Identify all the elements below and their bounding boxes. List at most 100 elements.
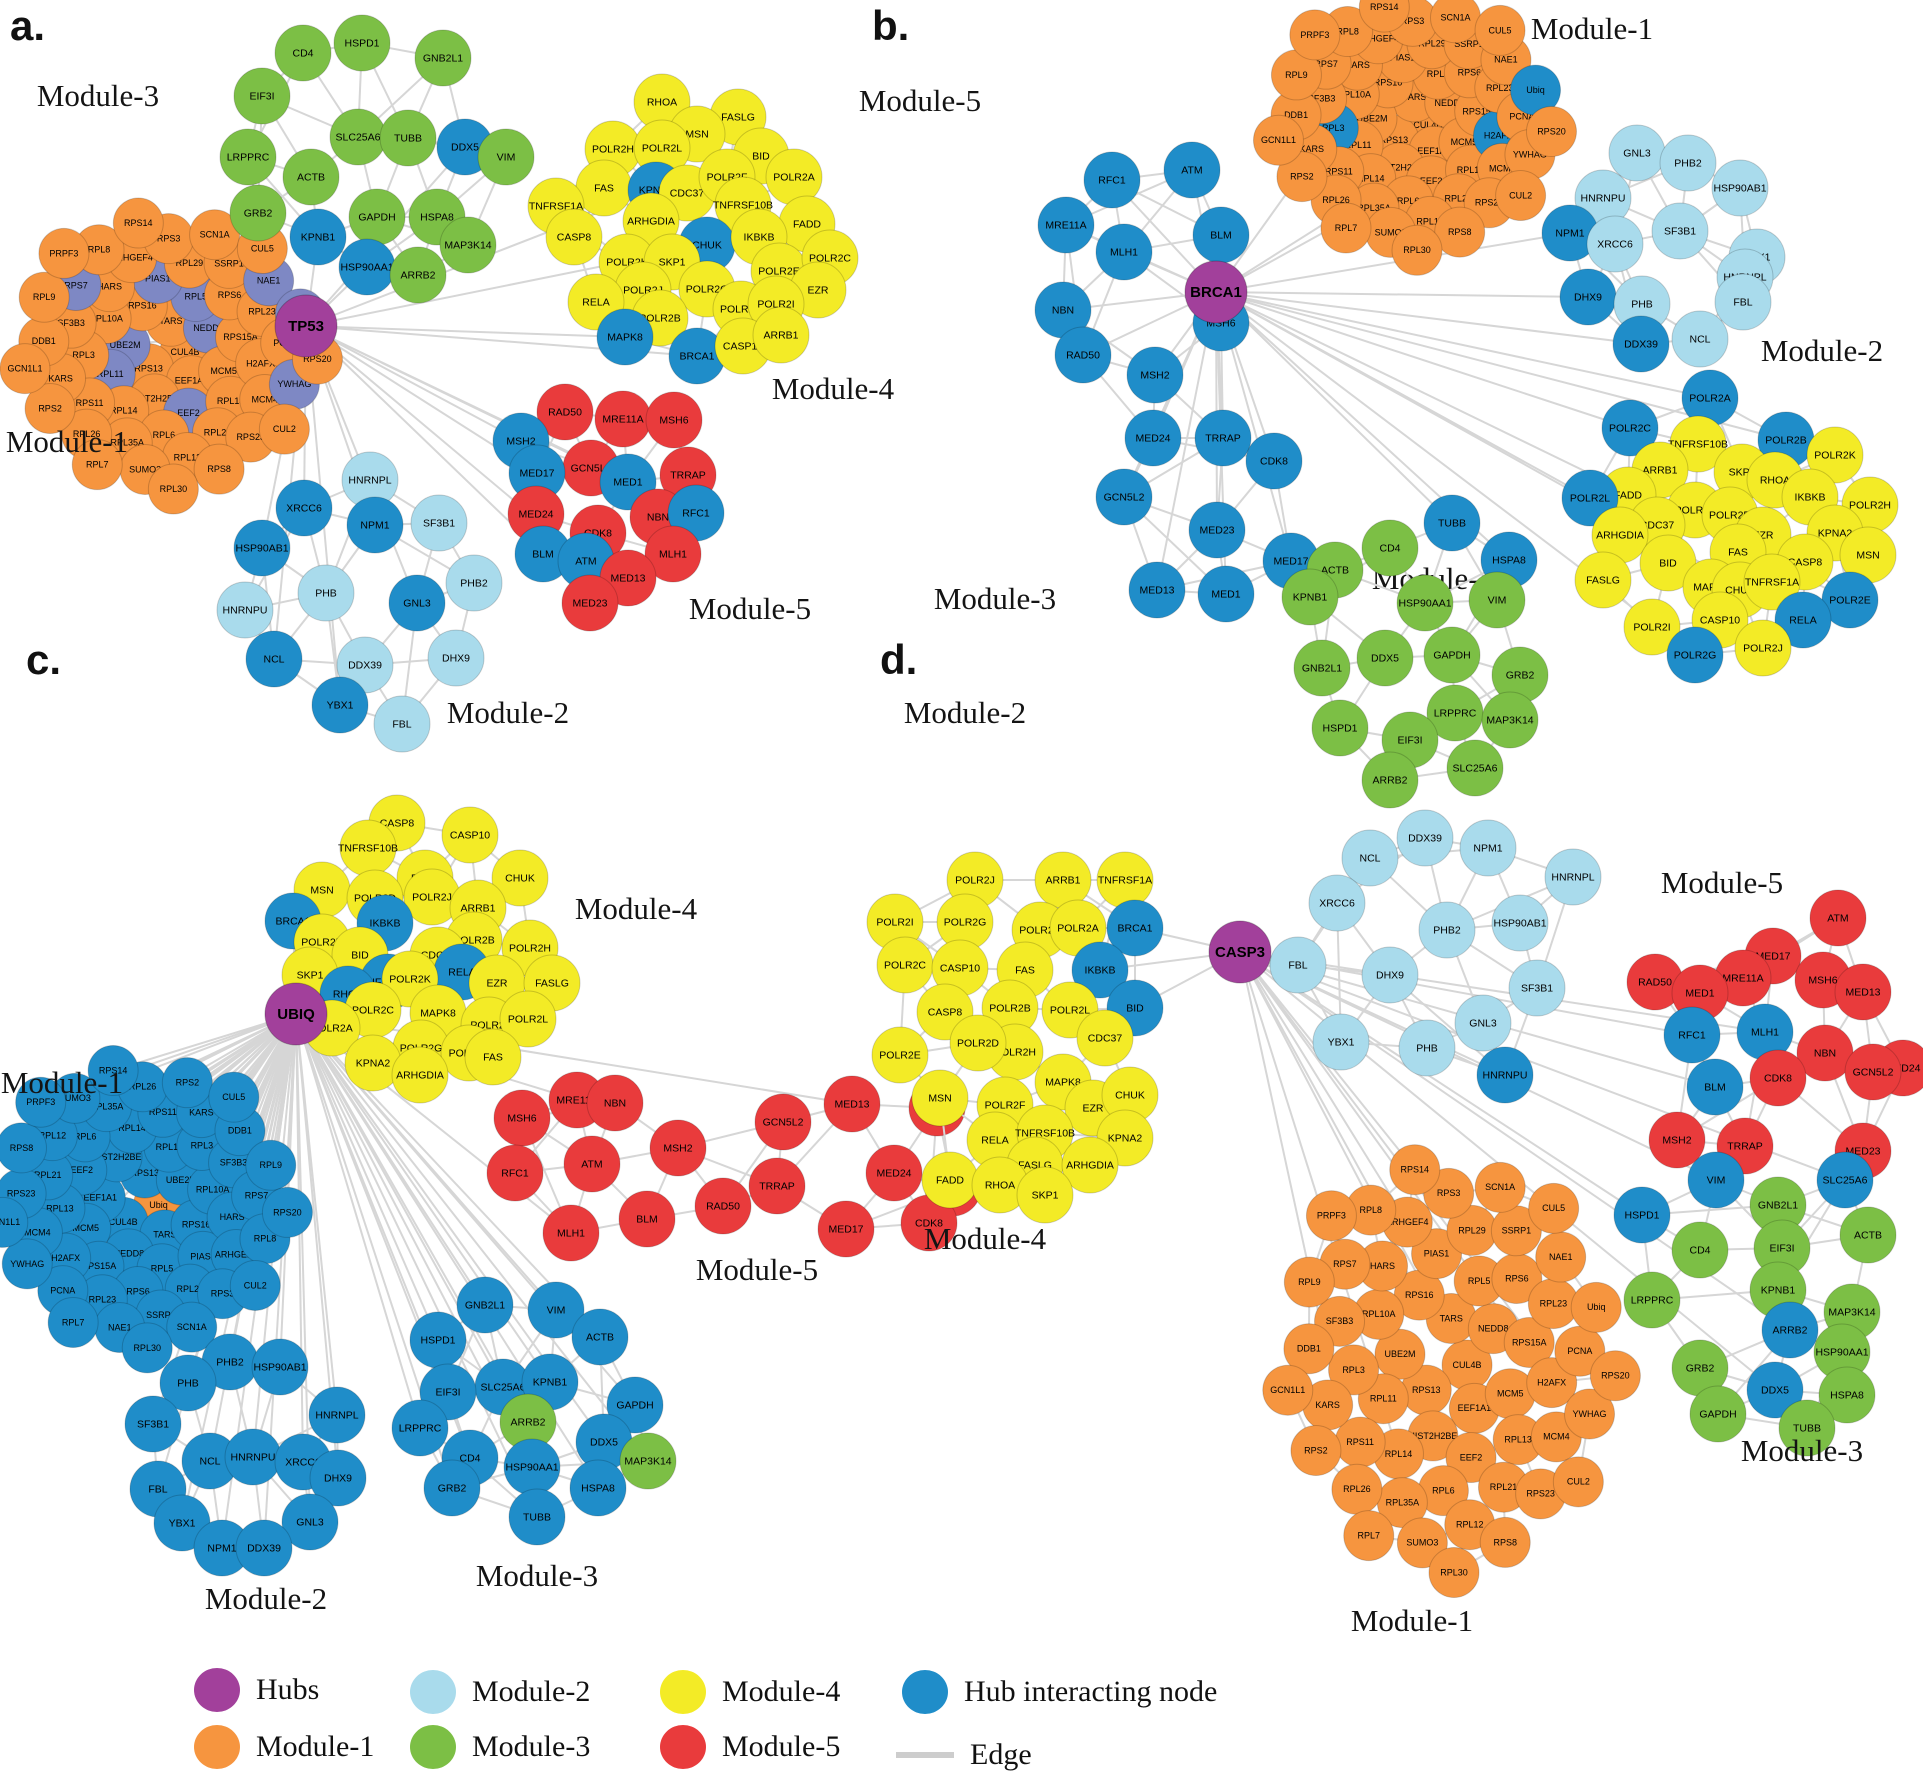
node-HNRNPU[interactable] [216, 581, 274, 639]
node-BID[interactable] [1639, 534, 1697, 592]
node-MAP3K14[interactable] [619, 1432, 677, 1490]
node-RPS14[interactable] [112, 197, 164, 249]
node-HSPD1[interactable] [409, 1311, 467, 1369]
node-BLM[interactable] [618, 1190, 676, 1248]
node-XRCC6[interactable] [1586, 215, 1644, 273]
node-PRPF3[interactable] [15, 1076, 67, 1128]
node-SUMO3[interactable] [1396, 1517, 1448, 1569]
node-RPL9[interactable] [245, 1139, 297, 1191]
node-GCN1L1[interactable] [0, 343, 51, 395]
node-BRCA1[interactable] [1106, 899, 1164, 957]
node-MRE11A[interactable] [1037, 196, 1095, 254]
node-EIF3I[interactable] [233, 67, 291, 125]
node-GCN5L2[interactable] [1095, 468, 1153, 526]
node-GNL3[interactable] [281, 1493, 339, 1551]
node-MED17[interactable] [817, 1200, 875, 1258]
node-TNFRSF10B[interactable] [339, 819, 397, 877]
node-RPL7[interactable] [47, 1296, 99, 1348]
node-POLR2G[interactable] [1666, 626, 1724, 684]
node-MSH6[interactable] [645, 391, 703, 449]
node-MAP3K14[interactable] [439, 216, 497, 274]
node-PHB2[interactable] [1418, 901, 1476, 959]
node-SF3B1[interactable] [124, 1395, 182, 1453]
node-SKP1[interactable] [1016, 1166, 1074, 1224]
node-MSH2[interactable] [1648, 1111, 1706, 1169]
node-RAD50[interactable] [536, 383, 594, 441]
node-YBX1[interactable] [311, 676, 369, 734]
node-GNB2L1[interactable] [1293, 639, 1351, 697]
node-TRRAP[interactable] [1194, 409, 1252, 467]
node-RAD50[interactable] [1054, 326, 1112, 384]
node-POLR2I[interactable] [1623, 598, 1681, 656]
node-GAPDH[interactable] [606, 1376, 664, 1434]
node-ATM[interactable] [1163, 141, 1221, 199]
node-HSPD1[interactable] [1311, 699, 1369, 757]
node-CUL5[interactable] [208, 1071, 260, 1123]
node-MSH6[interactable] [493, 1089, 551, 1147]
node-NPM1[interactable] [346, 496, 404, 554]
node-DDX5[interactable] [1356, 629, 1414, 687]
node-RPL3[interactable] [1328, 1344, 1380, 1396]
node-GRB2[interactable] [423, 1459, 481, 1517]
node-TUBB[interactable] [1778, 1399, 1836, 1457]
node-HSPD1[interactable] [1613, 1186, 1671, 1244]
node-CUL5[interactable] [1528, 1182, 1580, 1234]
node-POLR2E[interactable] [871, 1026, 929, 1084]
node-RPL30[interactable] [1391, 224, 1443, 276]
node-PRPF3[interactable] [38, 227, 90, 279]
node-NCL[interactable] [245, 630, 303, 688]
node-RPS8[interactable] [1434, 206, 1486, 258]
node-CASP10[interactable] [441, 806, 499, 864]
node-NPM1[interactable] [1459, 819, 1517, 877]
node-HSP90AA1[interactable] [1396, 574, 1454, 632]
node-CUL2[interactable] [1552, 1456, 1604, 1508]
node-MED13[interactable] [1128, 561, 1186, 619]
node-GCN1L1[interactable] [1262, 1364, 1314, 1416]
node-MED13[interactable] [823, 1075, 881, 1133]
node-SF3B1[interactable] [410, 494, 468, 552]
node-PRPF3[interactable] [1305, 1190, 1357, 1242]
node-DDX5[interactable] [1746, 1361, 1804, 1419]
node-MED13[interactable] [1834, 963, 1892, 1021]
node-RPS8[interactable] [193, 443, 245, 495]
node-RPL30[interactable] [121, 1322, 173, 1374]
node-ARRB2[interactable] [389, 246, 447, 304]
node-RPS14[interactable] [87, 1044, 139, 1096]
node-RPS2[interactable] [24, 382, 76, 434]
node-GAPDH[interactable] [1423, 626, 1481, 684]
node-SCN1A[interactable] [189, 209, 241, 261]
node-CUL2[interactable] [258, 403, 310, 455]
node-ACTB[interactable] [1839, 1206, 1897, 1264]
node-POLR2L[interactable] [1561, 469, 1619, 527]
node-NAE1[interactable] [1535, 1231, 1587, 1283]
node-FAS[interactable] [464, 1028, 522, 1086]
node-RELA[interactable] [1774, 591, 1832, 649]
node-PHB[interactable] [159, 1354, 217, 1412]
node-TRRAP[interactable] [748, 1157, 806, 1215]
node-FADD[interactable] [921, 1151, 979, 1209]
node-PHB[interactable] [1398, 1019, 1456, 1077]
node-HNRNPU[interactable] [1476, 1046, 1534, 1104]
node-GNL3[interactable] [1608, 124, 1666, 182]
node-MED23[interactable] [1188, 501, 1246, 559]
node-GCN5L2[interactable] [754, 1093, 812, 1151]
node-RFC1[interactable] [1663, 1006, 1721, 1064]
node-YWHAG[interactable] [1, 1238, 53, 1290]
node-GNB2L1[interactable] [414, 29, 472, 87]
node-HSPA8[interactable] [569, 1459, 627, 1517]
node-DDX39[interactable] [1612, 315, 1670, 373]
node-ARRB1[interactable] [752, 306, 810, 364]
node-MED24[interactable] [1124, 409, 1182, 467]
node-CASP8[interactable] [545, 208, 603, 266]
node-MED1[interactable] [1197, 565, 1255, 623]
node-MSN[interactable] [911, 1069, 969, 1127]
node-ARHGDIA[interactable] [1061, 1136, 1119, 1194]
node-RPS2[interactable] [1276, 151, 1328, 203]
node-CDK8[interactable] [1749, 1049, 1807, 1107]
node-MED23[interactable] [561, 574, 619, 632]
node-FBL[interactable] [1269, 936, 1327, 994]
node-KPNB1[interactable] [1281, 568, 1339, 626]
node-TUBB[interactable] [379, 109, 437, 167]
node-ARRB2[interactable] [1761, 1301, 1819, 1359]
node-HNRNPL[interactable] [308, 1386, 366, 1444]
